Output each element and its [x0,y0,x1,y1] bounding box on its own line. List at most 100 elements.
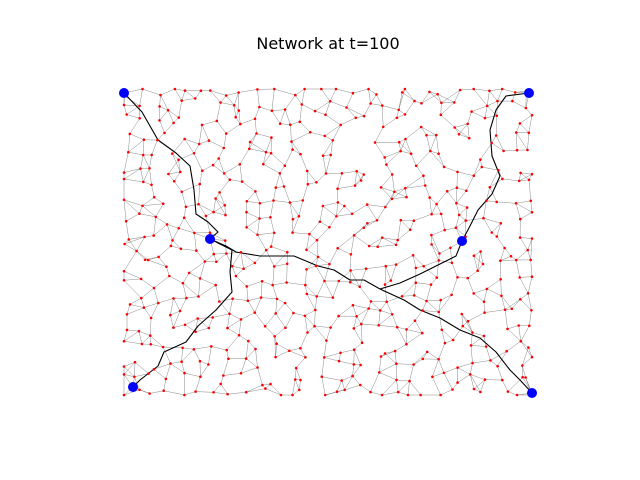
network-node [385,163,388,166]
network-node [339,351,342,355]
network-node [340,379,344,382]
network-edge [402,295,415,297]
network-node [212,252,216,256]
network-edge [378,325,398,328]
network-edge [123,366,135,377]
network-node [150,183,153,187]
network-edge [142,197,155,206]
network-node [519,298,522,301]
network-node [481,262,485,266]
terminal-node [457,236,467,246]
network-node [303,87,306,91]
network-node [524,376,527,379]
network-node [292,311,295,315]
network-node [169,362,172,365]
network-edge [316,173,327,183]
network-edge [489,90,498,102]
network-node [122,198,126,202]
network-node [298,120,302,124]
network-node [439,113,443,117]
network-node [529,258,532,262]
network-edge [296,368,301,381]
network-edge [456,187,458,204]
network-edge [337,185,356,189]
network-edge [241,181,256,192]
network-edge [382,237,397,245]
network-edge [414,320,423,334]
network-node [143,235,146,239]
network-edge [359,268,367,287]
network-edge [178,228,195,234]
network-edge [454,127,460,135]
network-node [527,131,531,135]
network-node [230,264,234,268]
network-node [521,375,524,379]
network-node [515,148,519,152]
network-edge [366,266,386,269]
network-edge [337,248,351,255]
network-node [337,279,341,283]
network-edge [160,88,175,96]
network-edge [227,327,240,336]
network-node [495,235,499,238]
network-edge [480,142,492,160]
network-node [261,383,264,387]
network-edge [238,319,242,336]
network-edge [213,205,225,213]
network-edge [353,227,364,236]
network-node [362,173,366,176]
network-edge [527,238,533,251]
network-edge [330,315,339,328]
network-node [420,102,423,105]
network-node [395,325,399,329]
network-edge [128,152,144,156]
network-edge [377,244,397,247]
network-edge [238,89,258,93]
network-edge [438,311,442,330]
network-edge [520,299,532,311]
network-edge [254,312,266,327]
network-edge [123,271,142,280]
network-edge [306,293,316,311]
network-edge [520,172,533,175]
network-edge [470,335,485,346]
network-edge [400,150,412,154]
network-edge [182,283,187,299]
network-edge [507,325,519,330]
network-node [285,262,289,266]
network-node [472,87,476,91]
network-edge [184,90,196,99]
network-edge [377,237,383,247]
network-edge [354,342,363,350]
network-edge [395,344,407,352]
network-edge [299,379,301,390]
network-node [343,204,346,208]
network-edge [178,159,181,172]
network-edge [481,166,499,171]
network-edge [220,95,227,103]
network-edge [483,218,492,233]
network-edge [520,172,530,180]
network-node [177,227,180,230]
network-edge [232,266,244,269]
network-edge [441,329,454,341]
network-node [343,388,347,392]
network-node [141,153,145,157]
network-edge [128,239,137,252]
network-node [245,226,248,229]
network-node [200,123,204,127]
network-node [509,254,513,258]
network-edge [426,135,431,152]
network-edge [123,168,141,180]
network-edge [432,376,441,396]
network-edge [426,284,432,302]
network-edge [250,141,267,153]
network-edge [170,363,185,374]
network-edge [336,205,345,217]
network-edge [353,328,363,343]
network-edge [404,100,415,115]
network-node [359,179,363,182]
network-edge [218,158,225,174]
network-node [389,279,393,282]
network-edge [487,100,498,107]
